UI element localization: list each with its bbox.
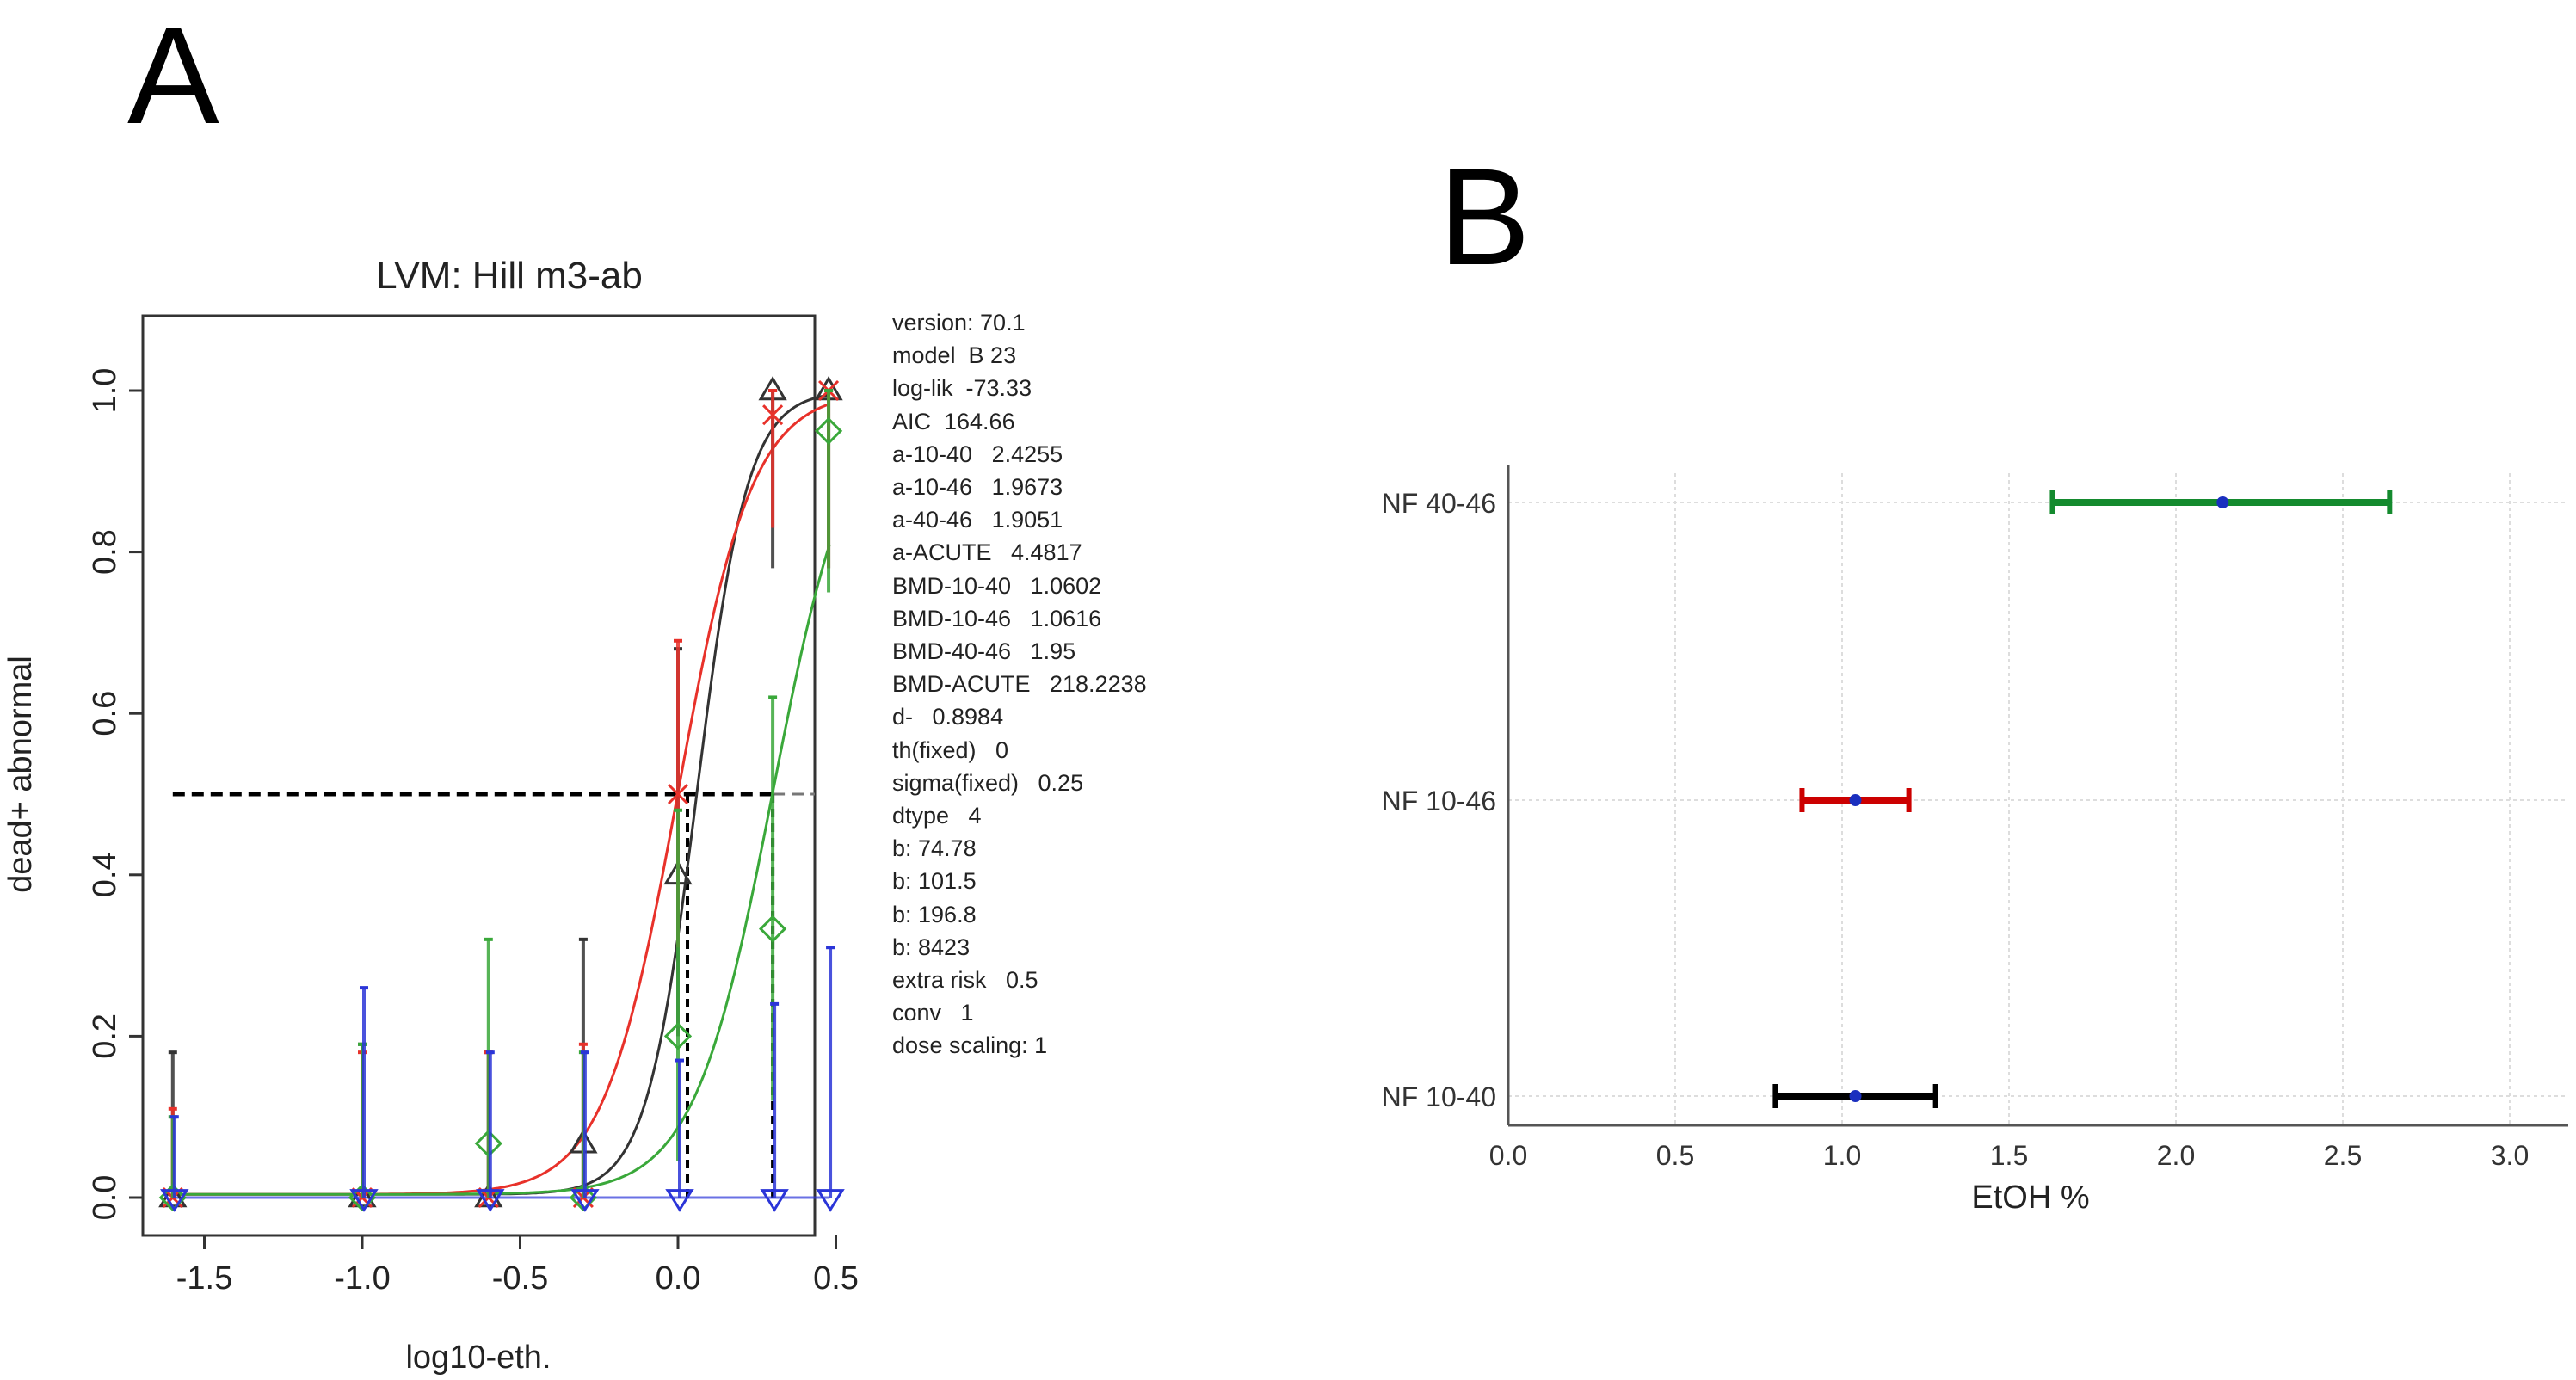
stat-line: extra risk 0.5	[892, 967, 1038, 994]
stat-line: b: 101.5	[892, 868, 977, 895]
stat-line: dtype 4	[892, 803, 982, 829]
y-tick-label: 0.2	[87, 1013, 123, 1059]
stat-line: AIC 164.66	[892, 408, 1015, 434]
chart-a-hill-model: LVM: Hill m3-ab log10-eth. dead+ abnorma…	[3, 255, 859, 1376]
x-tick-label: 0.0	[1489, 1140, 1527, 1171]
stat-line: d- 0.8984	[892, 704, 1004, 730]
y-tick-label: 0.0	[87, 1175, 123, 1221]
data-point-x	[667, 783, 689, 805]
stat-line: BMD-10-46 1.0616	[892, 605, 1102, 631]
fit-curve-nf-40-46	[172, 544, 831, 1196]
data-point-triangle-down	[349, 1189, 379, 1212]
y-tick-label: 1.0	[87, 368, 123, 414]
data-point-x	[762, 404, 784, 426]
stat-line: BMD-40-46 1.95	[892, 638, 1076, 665]
stat-line: a-ACUTE 4.4817	[892, 539, 1082, 566]
stat-line: log-lik -73.33	[892, 375, 1032, 402]
data-point-diamond	[758, 915, 787, 943]
data-point-diamond	[814, 416, 843, 446]
plot-frame	[141, 314, 817, 1237]
y-tick-label: NF 10-40	[1382, 1081, 1496, 1112]
chart-b-xlabel: EtOH %	[1971, 1180, 2089, 1216]
stat-line: BMD-10-40 1.0602	[892, 572, 1102, 599]
x-tick-label: -1.5	[176, 1260, 232, 1297]
chart-a-ylabel: dead+ abnormal	[3, 656, 39, 893]
y-tick-label: 0.8	[87, 529, 123, 575]
estimate-point	[1849, 794, 1862, 806]
y-tick-label: NF 40-46	[1382, 488, 1496, 519]
y-tick-label: 0.6	[87, 691, 123, 736]
stat-line: b: 8423	[892, 933, 971, 960]
fit-curve-nf-10-46	[172, 403, 830, 1196]
model-statistics-list: version: 70.1 model B 23 log-lik -73.33 AIC…	[892, 306, 1147, 1063]
chart-a-xlabel: log10-eth.	[405, 1340, 551, 1376]
stat-line: th(fixed) 0	[892, 736, 1009, 763]
estimate-point	[2216, 496, 2229, 508]
data-point-triangle-down	[570, 1189, 600, 1212]
estimate-point	[1849, 1090, 1862, 1102]
x-tick-label: 2.0	[2157, 1140, 2195, 1171]
panel-label-a: A	[127, 0, 219, 152]
stat-line: version: 70.1	[892, 310, 1026, 336]
stat-line: BMD-ACUTE 218.2238	[892, 671, 1147, 698]
y-tick-label: 0.4	[87, 852, 123, 897]
x-tick-label: 1.0	[1823, 1140, 1861, 1171]
stat-line: a-10-46 1.9673	[892, 474, 1063, 501]
x-tick-label: 0.5	[813, 1260, 859, 1297]
x-tick-label: -0.5	[492, 1260, 548, 1297]
stat-line: dose scaling: 1	[892, 1032, 1048, 1059]
data-point-triangle-down	[760, 1189, 789, 1212]
y-tick-label: NF 10-46	[1382, 785, 1496, 816]
stat-line: a-40-46 1.9051	[892, 507, 1063, 533]
x-tick-label: 0.0	[656, 1260, 701, 1297]
x-tick-label: -1.0	[334, 1260, 390, 1297]
chart-a-title: LVM: Hill m3-ab	[376, 255, 643, 297]
data-point-triangle-down	[476, 1189, 505, 1212]
panel-label-b: B	[1439, 139, 1531, 293]
stat-line: b: 196.8	[892, 901, 977, 927]
x-tick-label: 1.5	[1990, 1140, 2028, 1171]
data-point-triangle-down	[160, 1189, 189, 1212]
stat-line: a-10-40 2.4255	[892, 440, 1063, 467]
stat-line: model B 23	[892, 342, 1017, 369]
stat-line: sigma(fixed) 0.25	[892, 769, 1084, 796]
data-point-triangle-down	[816, 1189, 845, 1212]
x-tick-label: 0.5	[1656, 1140, 1694, 1171]
stat-line: conv 1	[892, 1000, 974, 1026]
data-point-triangle-down	[665, 1189, 694, 1212]
x-tick-label: 2.5	[2324, 1140, 2362, 1171]
x-tick-label: 3.0	[2491, 1140, 2529, 1171]
stat-line: b: 74.78	[892, 835, 977, 862]
data-point-diamond	[663, 1022, 693, 1050]
